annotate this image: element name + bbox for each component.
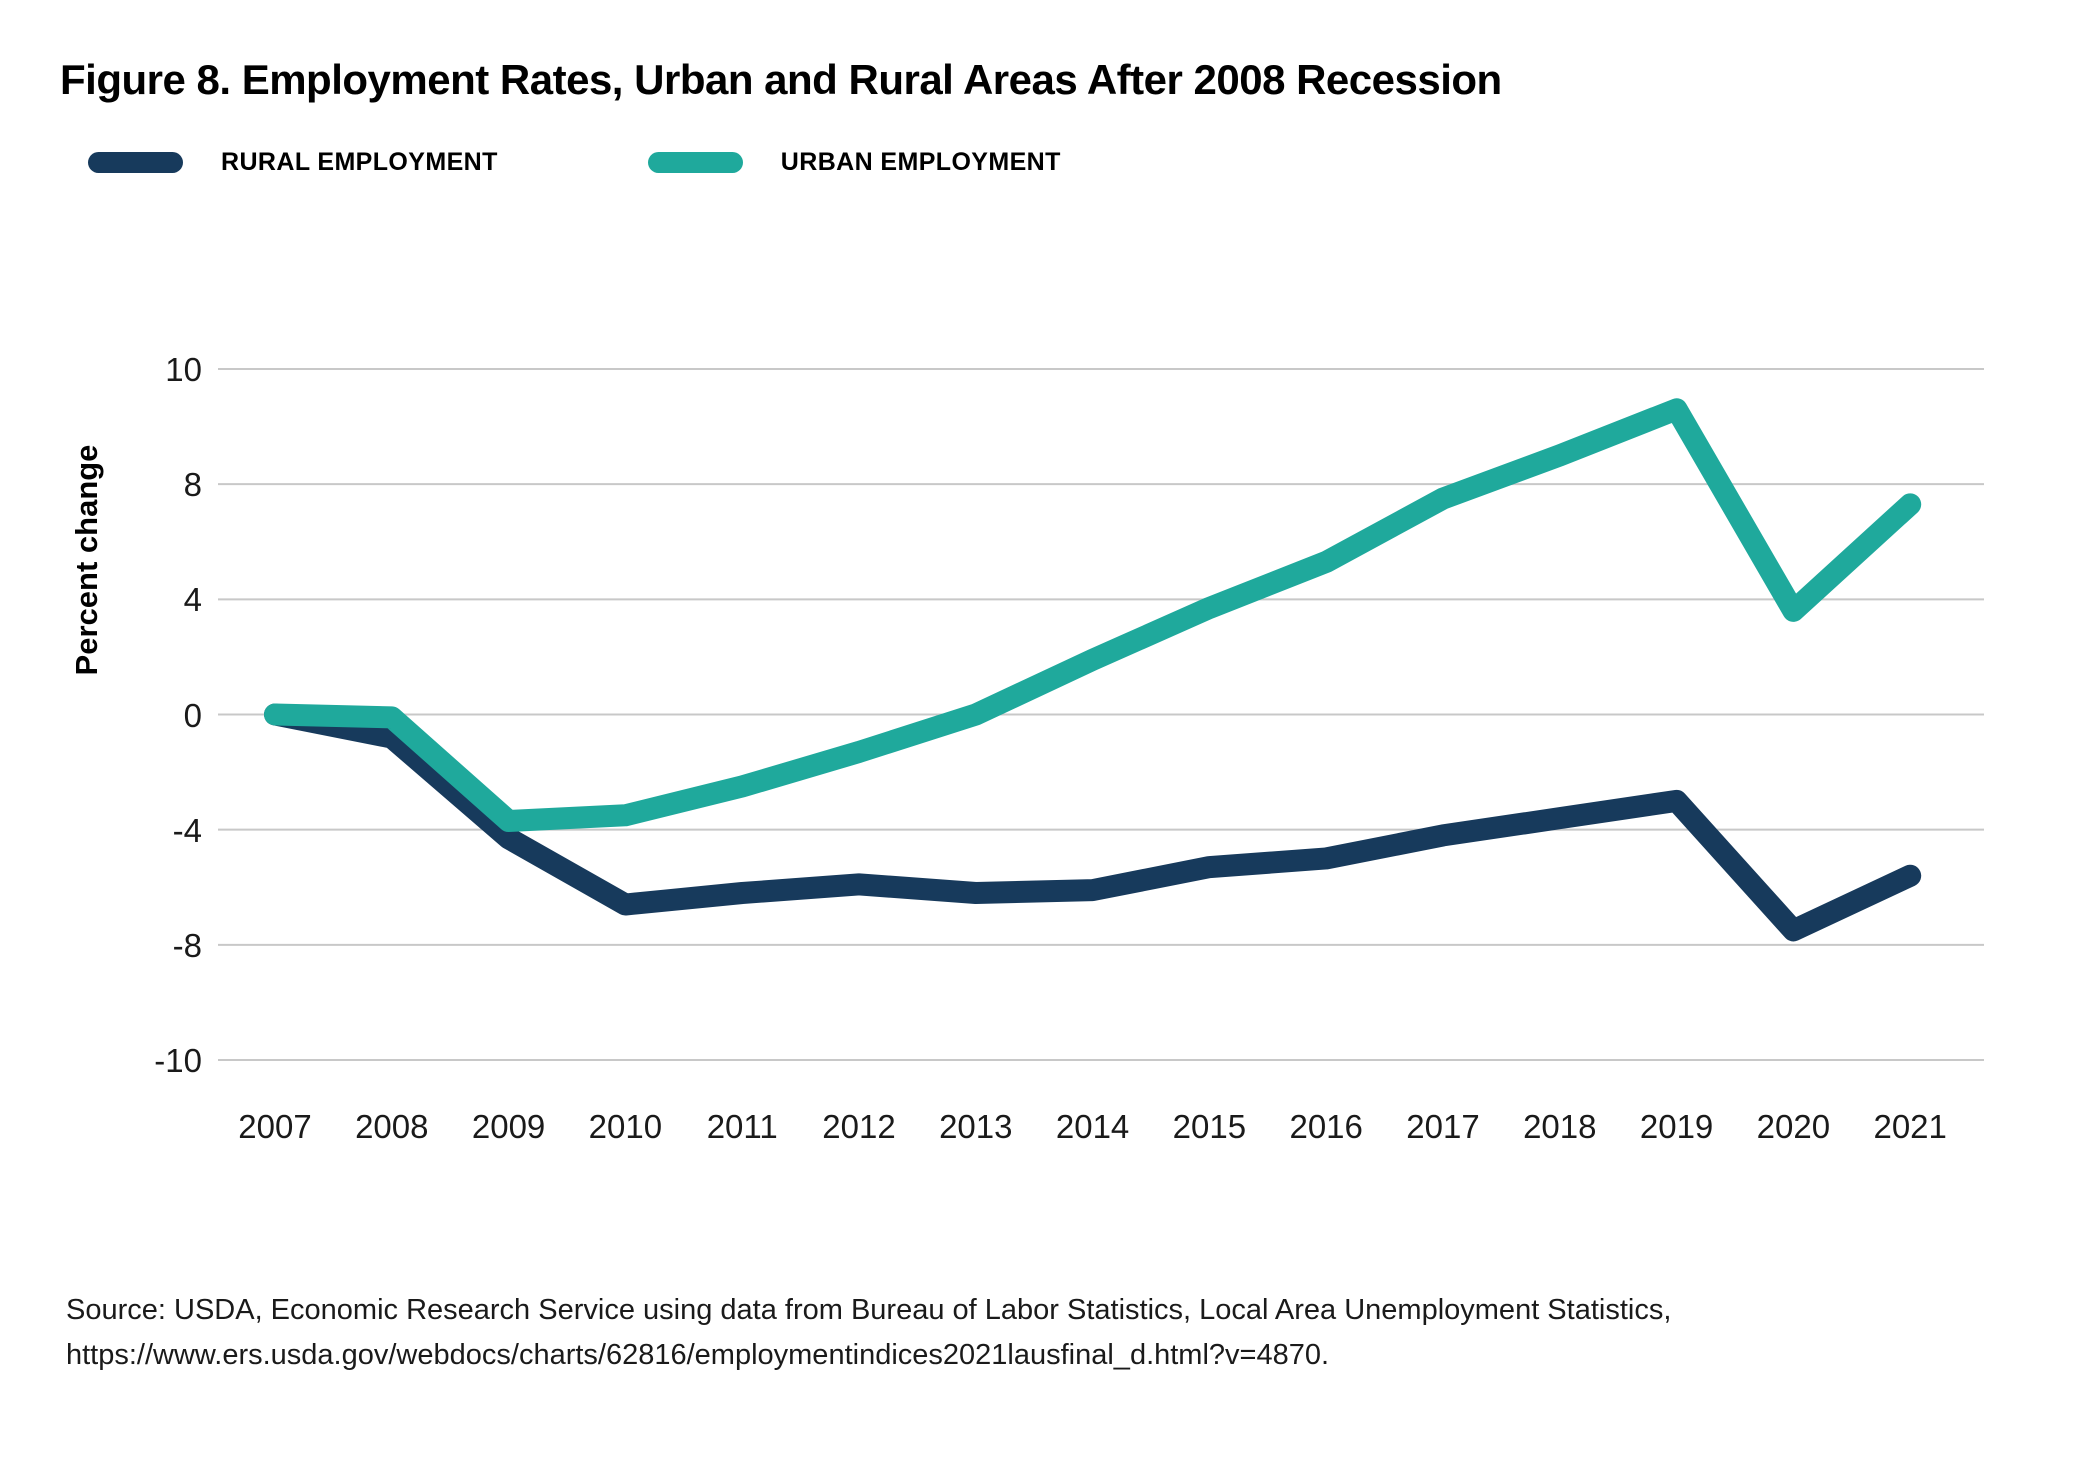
- y-tick-label: 10: [165, 351, 202, 388]
- urban-employment-line: [264, 398, 1922, 833]
- rural-employment-line: [264, 703, 1922, 942]
- rural-line-swatch-icon: [88, 152, 183, 173]
- y-tick-label: -10: [154, 1042, 202, 1079]
- figure-title: Figure 8. Employment Rates, Urban and Ru…: [60, 56, 1502, 103]
- x-tick-label: 2017: [1406, 1108, 1480, 1145]
- x-tick-label: 2019: [1639, 1108, 1714, 1145]
- x-tick-label: 2012: [822, 1108, 896, 1145]
- x-tick-label: 2016: [1289, 1108, 1363, 1145]
- x-tick-label: 2011: [706, 1108, 778, 1145]
- source-line-1: Source: USDA, Economic Research Service …: [66, 1294, 1672, 1326]
- source-line-2: https://www.ers.usda.gov/webdocs/charts/…: [66, 1339, 1330, 1371]
- x-tick-label: 2013: [939, 1108, 1013, 1145]
- x-tick-label: 2021: [1873, 1108, 1947, 1145]
- legend: RURAL EMPLOYMENT URBAN EMPLOYMENT: [88, 148, 1061, 177]
- legend-label-urban: URBAN EMPLOYMENT: [780, 148, 1061, 176]
- y-tick-label: 8: [183, 466, 202, 504]
- legend-label-rural: RURAL EMPLOYMENT: [221, 148, 498, 176]
- x-tick-label: 2020: [1756, 1108, 1831, 1145]
- x-tick-label: 2009: [471, 1108, 546, 1145]
- legend-item-urban: URBAN EMPLOYMENT: [647, 148, 1061, 177]
- y-tick-label: -8: [172, 926, 202, 964]
- x-tick-label: 2018: [1523, 1108, 1597, 1145]
- y-tick-label: -4: [172, 811, 202, 849]
- y-tick-label: 4: [183, 581, 202, 619]
- source-note: Source: USDA, Economic Research Service …: [66, 1288, 1671, 1378]
- x-tick-label: 2015: [1172, 1108, 1247, 1145]
- x-tick-label: 2010: [588, 1108, 663, 1145]
- urban-line-swatch-icon: [647, 152, 743, 173]
- x-tick-label: 2007: [238, 1108, 312, 1145]
- legend-item-rural: RURAL EMPLOYMENT: [88, 148, 498, 177]
- x-tick-label: 2008: [355, 1108, 429, 1145]
- y-tick-label: 0: [183, 696, 202, 734]
- x-tick-label: 2014: [1055, 1108, 1130, 1145]
